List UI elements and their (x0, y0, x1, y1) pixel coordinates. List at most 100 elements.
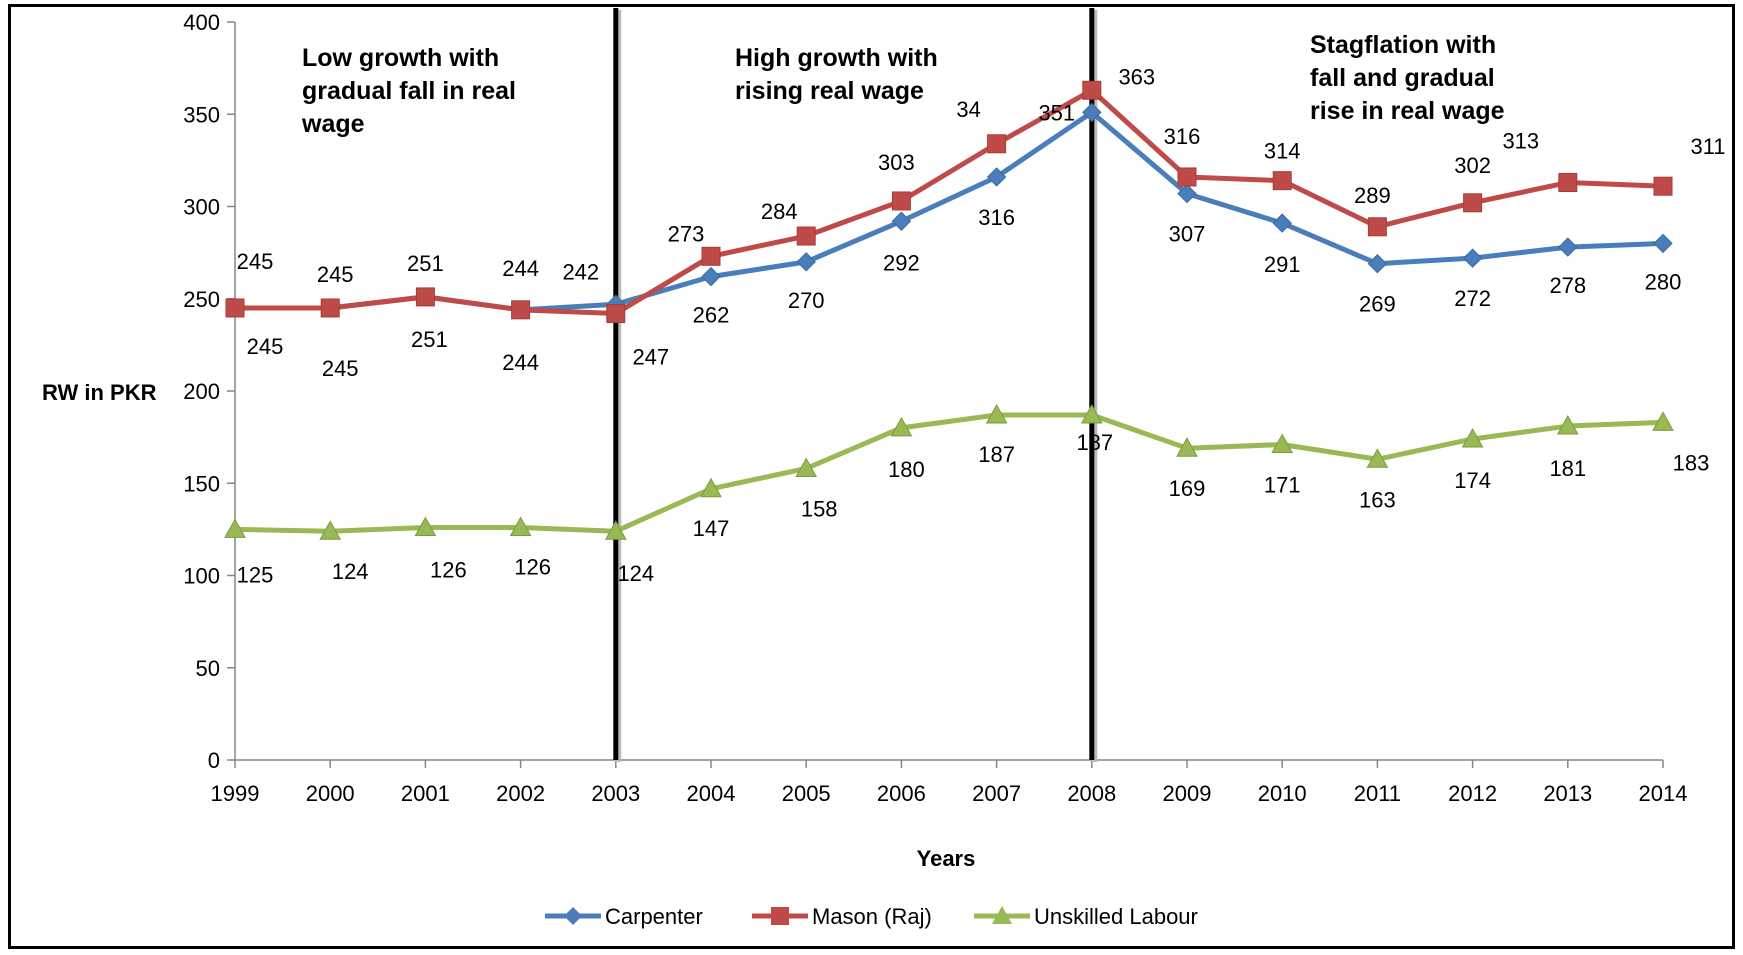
mason-raj-point (1653, 176, 1673, 196)
x-tick-label: 2012 (1448, 781, 1497, 806)
carpenter-point (1367, 253, 1388, 274)
x-tick-label: 2000 (306, 781, 355, 806)
chart-frame (8, 4, 1735, 949)
mason-raj-data-label: 242 (562, 260, 599, 285)
period-annotation-line: wage (301, 110, 365, 138)
mason-raj-point (1367, 217, 1387, 237)
carpenter-data-label: 351 (1038, 100, 1075, 125)
unskilled-labour-point (1176, 437, 1198, 457)
y-tick-label: 300 (183, 195, 220, 220)
carpenter-data-label: 269 (1359, 292, 1396, 317)
y-tick-label: 100 (183, 564, 220, 589)
mason-raj-data-label: 316 (1164, 124, 1201, 149)
carpenter-data-label: 272 (1454, 286, 1491, 311)
carpenter-data-label: 270 (788, 288, 825, 313)
unskilled-labour-data-label: 163 (1359, 487, 1396, 512)
carpenter-point (891, 211, 912, 231)
x-tick-label: 2003 (591, 781, 640, 806)
unskilled-labour-legend-marker (992, 906, 1012, 924)
unskilled-labour-data-label: 158 (801, 496, 838, 521)
unskilled-labour-data-label: 169 (1169, 476, 1206, 501)
mason-raj-data-label: 245 (317, 262, 354, 287)
period-annotation-line: rising real wage (735, 77, 924, 105)
mason-raj-point (987, 134, 1007, 154)
carpenter-point (1272, 213, 1292, 233)
unskilled-labour-point (1271, 433, 1294, 454)
period-annotation-line: Low growth with (302, 44, 499, 72)
unskilled-labour-data-label: 180 (888, 457, 925, 482)
mason-raj-point (1463, 193, 1483, 213)
carpenter-data-label: 316 (978, 205, 1015, 230)
unskilled-labour-line (234, 412, 1664, 534)
carpenter-point (1558, 237, 1578, 257)
unskilled-labour-legend-label: Unskilled Labour (1034, 904, 1198, 929)
carpenter-data-label: 251 (411, 327, 448, 352)
period-annotations: Low growth with gradual fall in real wage H… (301, 31, 1505, 138)
mason-raj-data-label: 284 (761, 199, 798, 224)
x-tick-label: 2013 (1543, 781, 1592, 806)
mason-raj-point (1558, 173, 1578, 193)
mason-raj-data-label: 273 (668, 221, 705, 246)
carpenter-data-label: 278 (1549, 273, 1586, 298)
carpenter-point (701, 266, 721, 287)
y-tick-label: 0 (208, 748, 220, 773)
series-lines (234, 87, 1664, 534)
unskilled-labour-data-label: 187 (978, 442, 1015, 467)
mason-raj-point (320, 298, 340, 318)
x-tick-label: 2011 (1354, 781, 1401, 806)
mason-raj-point (1082, 80, 1102, 100)
carpenter-point (1082, 102, 1102, 123)
x-tick-label: 2005 (782, 781, 831, 806)
unskilled-labour-data-label: 126 (430, 558, 467, 583)
unskilled-labour-point (414, 516, 437, 537)
unskilled-labour-data-label: 147 (693, 516, 730, 541)
x-tick-label: 2001 (401, 781, 450, 806)
carpenter-data-label: 280 (1645, 269, 1682, 294)
unskilled-labour-data-label: 124 (617, 561, 654, 586)
mason-raj-data-label: 314 (1264, 139, 1301, 164)
mason-raj-data-label: 303 (878, 150, 915, 175)
carpenter-legend-marker (564, 907, 582, 925)
carpenter-point (1653, 233, 1673, 254)
x-tick-label: 1999 (211, 781, 260, 806)
carpenter-point (1462, 248, 1483, 268)
y-axis-title: RW in PKR (42, 380, 157, 405)
carpenter-data-label: 245 (247, 334, 284, 359)
x-tick-label: 2002 (496, 781, 545, 806)
unskilled-labour-point (1366, 448, 1389, 468)
mason-raj-point (415, 287, 435, 307)
carpenter-data-label: 292 (883, 250, 920, 275)
unskilled-labour-data-label: 126 (514, 555, 551, 580)
carpenter-data-label: 244 (502, 350, 539, 375)
series-markers (224, 80, 1674, 540)
unskilled-labour-data-label: 181 (1549, 456, 1586, 481)
x-tick-label: 2007 (972, 781, 1021, 806)
unskilled-labour-point (985, 403, 1008, 424)
period-annotation-line: Stagflation with (1310, 31, 1496, 59)
mason-raj-data-label: 289 (1354, 183, 1391, 208)
period-dividers (613, 8, 1098, 762)
y-tick-label: 250 (183, 287, 220, 312)
mason-raj-point (891, 191, 911, 211)
unskilled-labour-data-label: 174 (1454, 468, 1491, 493)
unskilled-labour-point (795, 457, 818, 477)
mason-raj-data-label: 302 (1454, 153, 1491, 178)
unskilled-labour-point (1080, 403, 1103, 424)
carpenter-legend-label: Carpenter (605, 904, 703, 929)
carpenter-data-label: 262 (693, 303, 730, 328)
unskilled-labour-data-label: 124 (332, 559, 369, 584)
mason-raj-point (225, 298, 245, 318)
mason-raj-legend-label: Mason (Raj) (812, 904, 932, 929)
mason-raj-data-label: 363 (1118, 64, 1155, 89)
x-tick-label: 2009 (1163, 781, 1212, 806)
data-labels: 245 245 251 244 247 262 270 292 316 351 307 291 269 2… (237, 64, 1726, 587)
y-tick-label: 50 (196, 656, 220, 681)
unskilled-labour-point (319, 520, 342, 540)
period-annotation-line: High growth with (735, 44, 938, 72)
legend: Carpenter Mason (Raj) Unskilled Labour (545, 904, 1198, 929)
mason-raj-point (511, 300, 531, 320)
y-tick-label: 400 (183, 10, 220, 35)
carpenter-data-label: 307 (1169, 222, 1206, 247)
x-axis-title: Years (917, 846, 976, 871)
